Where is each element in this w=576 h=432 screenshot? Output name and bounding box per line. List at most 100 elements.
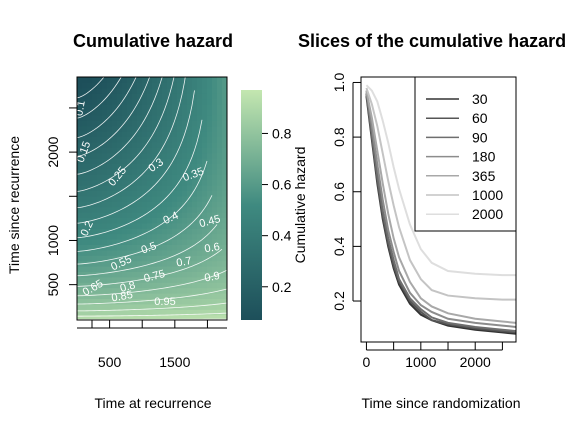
heatmap-cell bbox=[117, 260, 123, 267]
heatmap-cell bbox=[162, 260, 168, 267]
heatmap-cell bbox=[197, 293, 203, 299]
heatmap-cell bbox=[152, 163, 158, 170]
heatmap-cell bbox=[197, 233, 203, 240]
heatmap-cell bbox=[192, 255, 198, 262]
heatmap-cell bbox=[92, 217, 98, 224]
legend-label: 2000 bbox=[472, 206, 503, 222]
heatmap-cell bbox=[122, 104, 128, 110]
legend-label: 180 bbox=[472, 149, 496, 165]
heatmap-cell bbox=[207, 244, 213, 251]
heatmap-cell bbox=[147, 266, 153, 272]
heatmap-cell bbox=[172, 282, 178, 289]
heatmap-cell bbox=[147, 141, 153, 148]
heatmap-cell bbox=[167, 98, 173, 105]
heatmap-cell bbox=[77, 249, 83, 256]
heatmap-cell bbox=[157, 206, 163, 213]
heatmap-cell bbox=[157, 136, 163, 143]
heatmap-cell bbox=[187, 77, 193, 83]
heatmap-cell bbox=[202, 249, 208, 256]
heatmap-cell bbox=[107, 125, 113, 132]
heatmap-cell bbox=[182, 287, 188, 294]
heatmap-cell bbox=[187, 239, 193, 245]
heatmap-cell bbox=[142, 190, 148, 197]
contour-line bbox=[77, 119, 203, 239]
heatmap-cell bbox=[102, 131, 108, 137]
heatmap-cell bbox=[117, 98, 123, 105]
heatmap-cell bbox=[157, 114, 163, 121]
heatmap-cell bbox=[167, 77, 173, 83]
heatmap-cell bbox=[82, 109, 88, 116]
heatmap-cell bbox=[97, 98, 103, 105]
heatmap-cell bbox=[182, 309, 188, 316]
heatmap-cell bbox=[117, 244, 123, 251]
heatmap-cell bbox=[222, 195, 227, 202]
heatmap-cell bbox=[137, 293, 143, 299]
heatmap-cell bbox=[92, 179, 98, 186]
heatmap-cell bbox=[172, 168, 178, 175]
heatmap-cell bbox=[147, 260, 153, 267]
heatmap-cell bbox=[122, 228, 128, 235]
heatmap-cell bbox=[207, 82, 213, 89]
contour-line bbox=[77, 288, 227, 305]
contour-line bbox=[77, 77, 105, 99]
heatmap-cell bbox=[142, 298, 148, 305]
heatmap-cell bbox=[172, 217, 178, 224]
heatmap-cell bbox=[197, 271, 203, 278]
heatmap-cell bbox=[82, 163, 88, 170]
heatmap-cell bbox=[77, 87, 83, 94]
heatmap-cell bbox=[107, 109, 113, 116]
heatmap-cell bbox=[132, 276, 138, 283]
heatmap-cell bbox=[102, 174, 108, 181]
heatmap-cell bbox=[167, 114, 173, 121]
contour-line bbox=[77, 160, 208, 252]
heatmap-cell bbox=[122, 190, 128, 197]
heatmap-cell bbox=[87, 309, 93, 316]
heatmap-cell bbox=[217, 185, 223, 191]
heatmap-cell bbox=[97, 222, 103, 229]
heatmap-cell bbox=[177, 314, 183, 320]
heatmap-cell bbox=[82, 282, 88, 289]
heatmap-cell bbox=[207, 249, 213, 256]
heatmap-cell bbox=[117, 179, 123, 186]
heatmap-cell bbox=[122, 77, 128, 83]
heatmap-cell bbox=[97, 228, 103, 235]
heatmap-cell bbox=[77, 255, 83, 262]
heatmap-cell bbox=[97, 131, 103, 137]
heatmap-cell bbox=[212, 179, 218, 186]
heatmap-cell bbox=[212, 244, 218, 251]
heatmap-cell bbox=[187, 109, 193, 116]
heatmap-cell bbox=[97, 233, 103, 240]
heatmap-cell bbox=[87, 190, 93, 197]
heatmap-cell bbox=[192, 271, 198, 278]
heatmap-cell bbox=[137, 185, 143, 191]
heatmap-cell bbox=[87, 125, 93, 132]
heatmap-cell bbox=[107, 163, 113, 170]
heatmap-cell bbox=[117, 152, 123, 159]
heatmap-cell bbox=[127, 141, 133, 148]
heatmap-cell bbox=[137, 131, 143, 137]
contour-line bbox=[77, 77, 122, 119]
heatmap-cell bbox=[152, 271, 158, 278]
heatmap-cell bbox=[202, 228, 208, 235]
heatmap-cell bbox=[137, 228, 143, 235]
heatmap-cell bbox=[142, 98, 148, 105]
heatmap-cell bbox=[77, 303, 83, 310]
heatmap-cell bbox=[152, 136, 158, 143]
heatmap-cell bbox=[107, 239, 113, 245]
heatmap-cell bbox=[132, 163, 138, 170]
heatmap-cell bbox=[92, 185, 98, 191]
heatmap-cell bbox=[172, 179, 178, 186]
heatmap-cell bbox=[217, 104, 223, 110]
heatmap-cell bbox=[97, 249, 103, 256]
heatmap-cell bbox=[197, 309, 203, 316]
heatmap-cell bbox=[192, 233, 198, 240]
heatmap-cell bbox=[197, 98, 203, 105]
heatmap-cell bbox=[137, 147, 143, 154]
heatmap-cell bbox=[172, 98, 178, 105]
heatmap-cell bbox=[157, 185, 163, 191]
heatmap-cell bbox=[182, 276, 188, 283]
heatmap-cell bbox=[157, 255, 163, 262]
heatmap-cell bbox=[157, 163, 163, 170]
heatmap-cell bbox=[162, 93, 168, 100]
heatmap-cell bbox=[177, 125, 183, 132]
